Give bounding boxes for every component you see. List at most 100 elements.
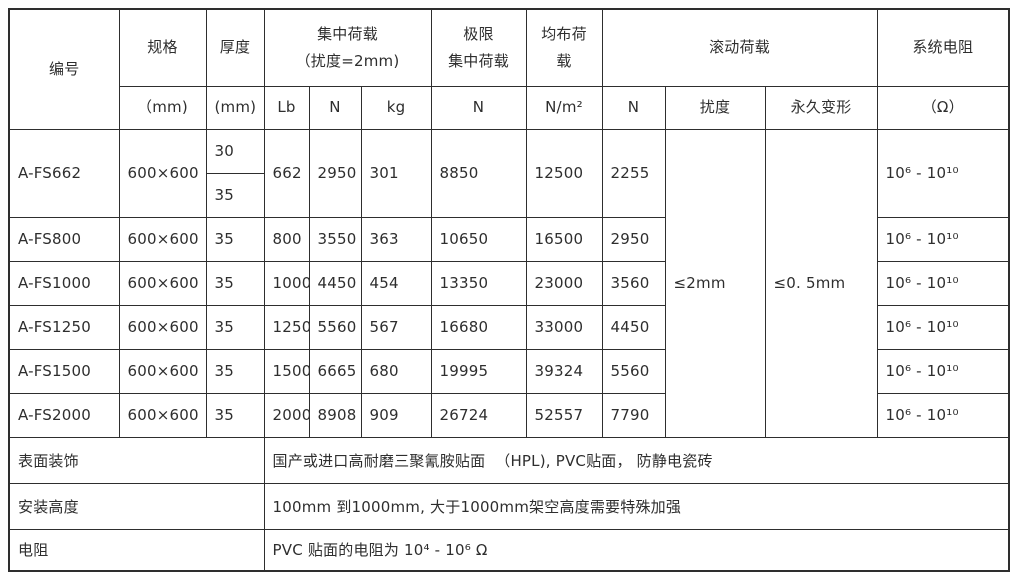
cell-lb: 1500 bbox=[263, 348, 310, 394]
table-row: A-FS1000 600×600 35 1000 4450 454 13350 … bbox=[8, 260, 1010, 306]
table-row: A-FS2000 600×600 35 2000 8908 909 26724 … bbox=[8, 392, 1010, 438]
cell-n: 5560 bbox=[308, 304, 362, 350]
cell-rolling-n: 7790 bbox=[601, 392, 666, 438]
header-row-1: 编号 规格 厚度 集中荷载 （扰度=2mm) 极限 集中荷载 均布荷 载 滚动荷… bbox=[8, 8, 1010, 130]
unit-spec-mm: （mm) bbox=[118, 85, 207, 130]
cell-thickness-bottom: 35 bbox=[205, 172, 265, 218]
footer-label-resistance: 电阻 bbox=[8, 528, 265, 572]
header-spec: 规格 bbox=[118, 8, 207, 87]
cell-thickness: 35 bbox=[205, 304, 265, 350]
footer-value-install-height: 100mm 到1000mm, 大于1000mm架空高度需要特殊加强 bbox=[263, 482, 1010, 530]
unit-rolling-n: N bbox=[601, 85, 666, 130]
header-concentrated-load: 集中荷载 （扰度=2mm) bbox=[263, 8, 432, 87]
cell-spec: 600×600 bbox=[118, 260, 207, 306]
cell-lb: 800 bbox=[263, 216, 310, 262]
cell-resistance: 10⁶ - 10¹⁰ bbox=[876, 392, 1010, 438]
unit-ultimate-n: N bbox=[430, 85, 527, 130]
cell-thickness: 35 bbox=[205, 348, 265, 394]
cell-id: A-FS800 bbox=[8, 216, 120, 262]
cell-kg: 363 bbox=[360, 216, 432, 262]
unit-kg: kg bbox=[360, 85, 432, 130]
cell-ultimate-n: 13350 bbox=[430, 260, 527, 306]
cell-kg: 909 bbox=[360, 392, 432, 438]
cell-ultimate-n: 10650 bbox=[430, 216, 527, 262]
table-row: A-FS1500 600×600 35 1500 6665 680 19995 … bbox=[8, 348, 1010, 394]
cell-thickness: 35 bbox=[205, 216, 265, 262]
cell-rolling-n: 5560 bbox=[601, 348, 666, 394]
cell-kg: 680 bbox=[360, 348, 432, 394]
spec-table: 编号 规格 厚度 集中荷载 （扰度=2mm) 极限 集中荷载 均布荷 载 滚动荷… bbox=[8, 8, 1010, 572]
cell-thickness: 35 bbox=[205, 260, 265, 306]
footer-row-height: 安装高度 100mm 到1000mm, 大于1000mm架空高度需要特殊加强 bbox=[8, 482, 1010, 530]
table-row: A-FS662 600×600 30 662 2950 301 8850 125… bbox=[8, 128, 1010, 438]
footer-value-resistance: PVC 贴面的电阻为 10⁴ - 10⁶ Ω bbox=[263, 528, 1010, 572]
cell-uniform: 12500 bbox=[525, 128, 603, 218]
footer-label-install-height: 安装高度 bbox=[8, 482, 265, 530]
footer-value-surface-decoration: 国产或进口高耐磨三聚氰胺贴面 （HPL), PVC贴面， 防静电瓷砖 bbox=[263, 436, 1010, 484]
cell-resistance: 10⁶ - 10¹⁰ bbox=[876, 348, 1010, 394]
unit-rolling-permanent: 永久变形 bbox=[764, 85, 878, 130]
cell-n: 6665 bbox=[308, 348, 362, 394]
table-row: A-FS1250 600×600 35 1250 5560 567 16680 … bbox=[8, 304, 1010, 350]
cell-spec: 600×600 bbox=[118, 348, 207, 394]
header-uniform-load: 均布荷 载 bbox=[525, 8, 603, 87]
footer-row-resistance: 电阻 PVC 贴面的电阻为 10⁴ - 10⁶ Ω bbox=[8, 528, 1010, 572]
cell-kg: 301 bbox=[360, 128, 432, 218]
cell-resistance: 10⁶ - 10¹⁰ bbox=[876, 216, 1010, 262]
unit-uniform-nm2: N/m² bbox=[525, 85, 603, 130]
cell-rolling-n: 4450 bbox=[601, 304, 666, 350]
cell-id: A-FS1500 bbox=[8, 348, 120, 394]
cell-spec: 600×600 bbox=[118, 392, 207, 438]
cell-thickness: 35 bbox=[205, 392, 265, 438]
cell-ultimate-n: 26724 bbox=[430, 392, 527, 438]
cell-resistance: 10⁶ - 10¹⁰ bbox=[876, 260, 1010, 306]
cell-n: 2950 bbox=[308, 128, 362, 218]
cell-rolling-n: 2950 bbox=[601, 216, 666, 262]
cell-id: A-FS662 bbox=[8, 128, 120, 218]
table-row: A-FS800 600×600 35 800 3550 363 10650 16… bbox=[8, 216, 1010, 262]
cell-resistance: 10⁶ - 10¹⁰ bbox=[876, 304, 1010, 350]
cell-resistance: 10⁶ - 10¹⁰ bbox=[876, 128, 1010, 218]
cell-kg: 454 bbox=[360, 260, 432, 306]
header-system-resistance: 系统电阻 bbox=[876, 8, 1010, 87]
cell-n: 8908 bbox=[308, 392, 362, 438]
cell-ultimate-n: 8850 bbox=[430, 128, 527, 218]
cell-n: 3550 bbox=[308, 216, 362, 262]
header-row-2: （mm) (mm) Lb N kg N N/m² N 扰度 永久变形 （Ω） bbox=[9, 85, 1010, 130]
unit-resistance-ohm: （Ω） bbox=[876, 85, 1010, 130]
cell-kg: 567 bbox=[360, 304, 432, 350]
cell-id: A-FS1250 bbox=[8, 304, 120, 350]
cell-spec: 600×600 bbox=[118, 128, 207, 218]
cell-rolling-permanent: ≤0. 5mm bbox=[764, 128, 878, 438]
cell-rolling-deflection: ≤2mm bbox=[664, 128, 766, 438]
cell-uniform: 39324 bbox=[525, 348, 603, 394]
unit-thickness-mm: (mm) bbox=[205, 85, 265, 130]
cell-spec: 600×600 bbox=[118, 304, 207, 350]
unit-rolling-deflection: 扰度 bbox=[664, 85, 766, 130]
footer-label-surface-decoration: 表面装饰 bbox=[8, 436, 265, 484]
cell-lb: 662 bbox=[263, 128, 310, 218]
header-id: 编号 bbox=[8, 8, 120, 130]
cell-ultimate-n: 16680 bbox=[430, 304, 527, 350]
cell-uniform: 52557 bbox=[525, 392, 603, 438]
cell-n: 4450 bbox=[308, 260, 362, 306]
header-ultimate-load: 极限 集中荷载 bbox=[430, 8, 527, 87]
cell-uniform: 16500 bbox=[525, 216, 603, 262]
cell-uniform: 33000 bbox=[525, 304, 603, 350]
cell-rolling-n: 2255 bbox=[601, 128, 666, 218]
header-thickness: 厚度 bbox=[205, 8, 265, 87]
cell-uniform: 23000 bbox=[525, 260, 603, 306]
cell-thickness-top: 30 bbox=[205, 128, 265, 174]
cell-id: A-FS1000 bbox=[8, 260, 120, 306]
unit-lb: Lb bbox=[263, 85, 310, 130]
cell-rolling-n: 3560 bbox=[601, 260, 666, 306]
header-rolling-load: 滚动荷载 bbox=[601, 8, 878, 87]
cell-id: A-FS2000 bbox=[8, 392, 120, 438]
footer-row-surface: 表面装饰 国产或进口高耐磨三聚氰胺贴面 （HPL), PVC贴面， 防静电瓷砖 bbox=[8, 436, 1010, 484]
cell-lb: 1250 bbox=[263, 304, 310, 350]
table-row: 35 bbox=[9, 172, 1009, 218]
cell-lb: 1000 bbox=[263, 260, 310, 306]
cell-lb: 2000 bbox=[263, 392, 310, 438]
cell-spec: 600×600 bbox=[118, 216, 207, 262]
